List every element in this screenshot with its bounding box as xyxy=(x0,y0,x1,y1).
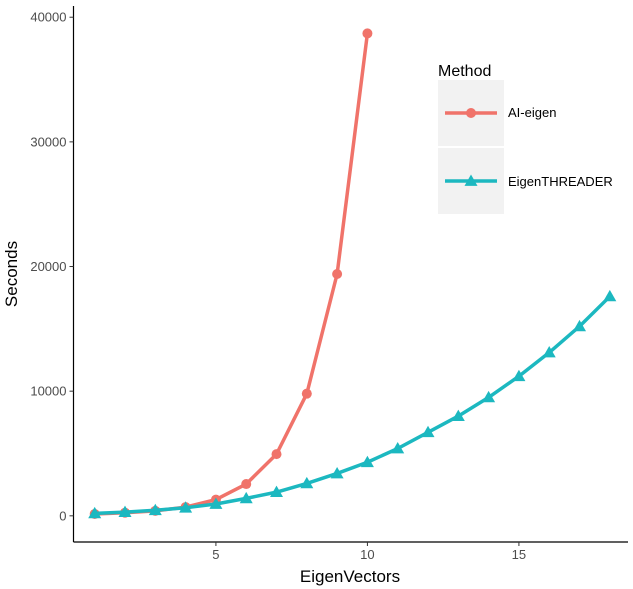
data-point-eigenthreader xyxy=(603,289,617,302)
data-point-eigenthreader xyxy=(179,501,193,513)
data-point-eigenthreader xyxy=(270,485,284,498)
y-tick-label: 0 xyxy=(59,508,66,523)
legend-title: Method xyxy=(438,63,491,80)
axes xyxy=(72,6,628,543)
data-point-eigenthreader xyxy=(451,409,465,421)
data-point-ai-eigen xyxy=(241,479,252,490)
data-point-eigenthreader xyxy=(209,497,223,509)
data-point-eigenthreader xyxy=(391,442,405,454)
y-tick-label: 40000 xyxy=(30,10,66,25)
y-tick-label: 10000 xyxy=(30,384,66,399)
x-axis-title: EigenVectors xyxy=(300,567,400,586)
data-point-eigenthreader xyxy=(239,491,253,504)
y-tick-label: 20000 xyxy=(30,259,66,274)
data-point-ai-eigen xyxy=(271,449,282,460)
data-point-eigenthreader xyxy=(148,503,162,516)
legend-key-marker xyxy=(466,108,476,118)
legend: Method AI-eigen EigenTHREADER xyxy=(438,63,613,214)
series-layer xyxy=(88,28,617,519)
data-point-eigenthreader xyxy=(421,425,435,438)
data-point-eigenthreader xyxy=(88,506,102,519)
x-tick-label: 10 xyxy=(360,547,374,562)
x-tick-label: 15 xyxy=(512,547,526,562)
data-point-eigenthreader xyxy=(300,476,314,489)
data-point-eigenthreader xyxy=(542,346,556,358)
y-ticks: 0 10000 20000 30000 40000 xyxy=(30,10,74,523)
series-line-eigenthreader xyxy=(92,294,612,516)
data-point-ai-eigen xyxy=(301,388,312,399)
data-point-eigenthreader xyxy=(512,369,526,382)
series-line-ai-eigen xyxy=(92,31,370,516)
data-point-eigenthreader xyxy=(330,466,344,479)
legend-label-eigenthreader: EigenTHREADER xyxy=(508,174,613,189)
y-tick-label: 30000 xyxy=(30,134,66,149)
x-tick-label: 5 xyxy=(212,547,219,562)
data-point-eigenthreader xyxy=(573,319,587,332)
data-point-eigenthreader xyxy=(118,505,132,517)
legend-key-ai-eigen xyxy=(445,108,497,118)
data-point-eigenthreader xyxy=(360,455,374,468)
x-ticks: 5 10 15 xyxy=(212,542,526,562)
data-point-ai-eigen xyxy=(332,269,343,279)
legend-key-marker xyxy=(464,174,478,186)
legend-key-eigenthreader xyxy=(445,174,497,186)
y-axis-title: Seconds xyxy=(2,241,21,307)
data-point-ai-eigen xyxy=(362,28,373,39)
legend-label-ai-eigen: AI-eigen xyxy=(508,105,556,120)
data-point-eigenthreader xyxy=(482,390,496,403)
